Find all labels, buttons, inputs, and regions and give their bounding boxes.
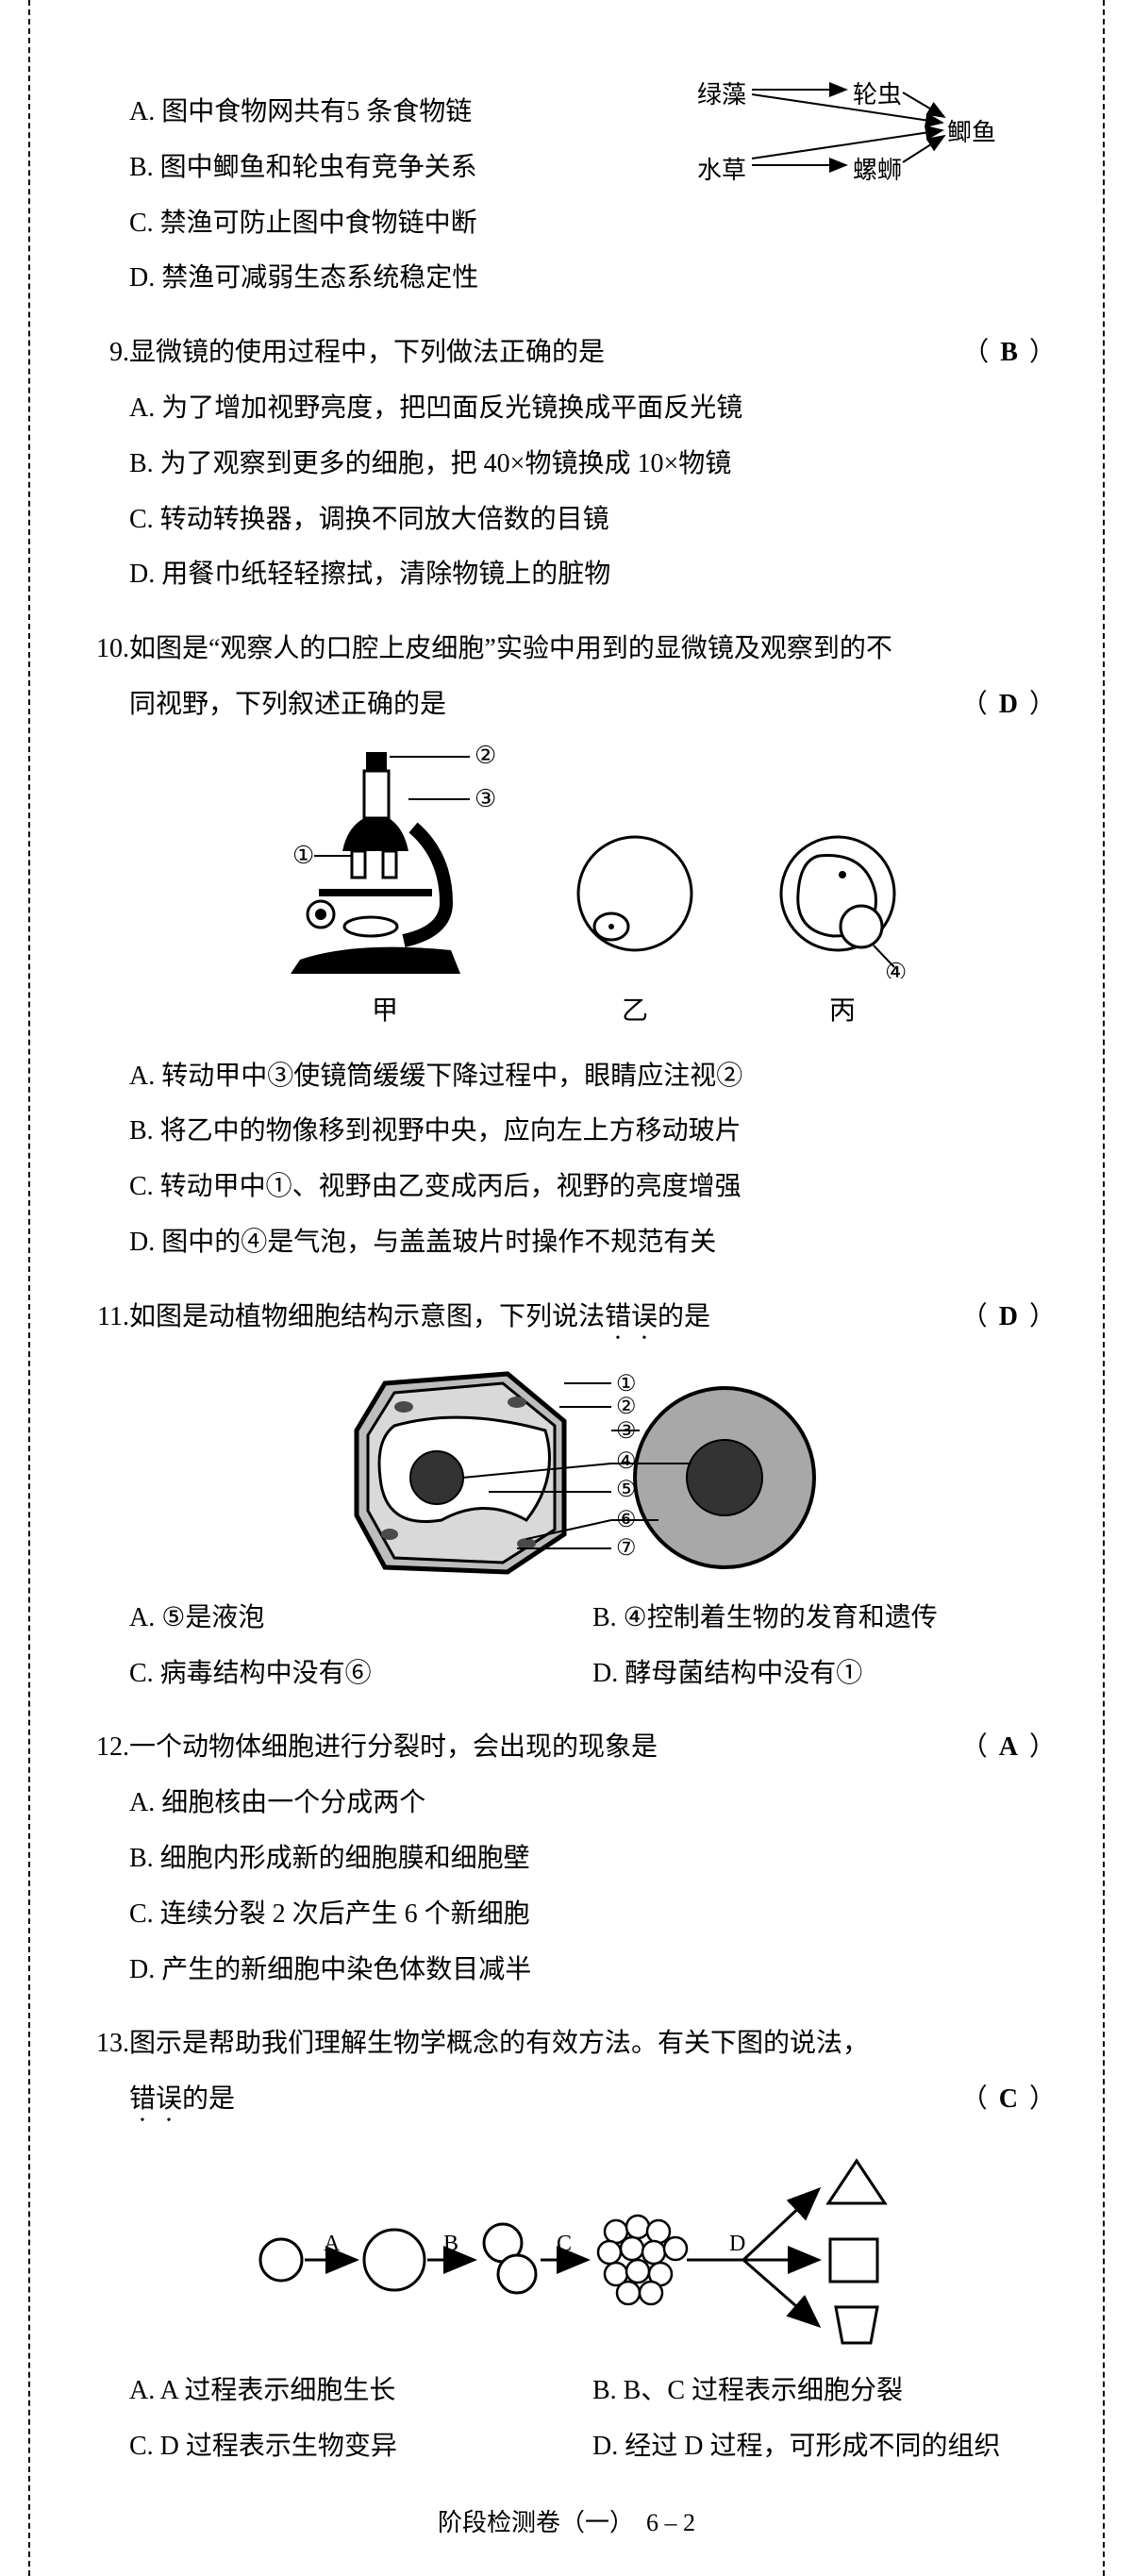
food-web-diagram: 绿藻 轮虫 鲫鱼 水草 螺蛳 xyxy=(697,75,999,198)
q13-stem2-err: 错误 xyxy=(129,2084,182,2114)
q11-stem-pre: 如图是动植物细胞结构示意图，下列说法 xyxy=(129,1302,605,1331)
svg-text:④: ④ xyxy=(616,1449,637,1474)
q13-optD: D. 经过 D 过程，可形成不同的组织 xyxy=(592,2419,1056,2475)
q10-num: 10. xyxy=(77,622,129,677)
q12-stem: 一个动物体细胞进行分裂时，会出现的现象是 xyxy=(129,1732,658,1762)
q12-optB: B. 细胞内形成新的细胞膜和细胞壁 xyxy=(129,1832,1056,1887)
q13-answer: （C） xyxy=(961,2072,1056,2128)
svg-text:③: ③ xyxy=(616,1419,637,1444)
q13: 13.图示是帮助我们理解生物学概念的有效方法。有关下图的说法， 错误的是 （C）… xyxy=(77,2016,1056,2474)
svg-text:②: ② xyxy=(475,743,496,769)
q9-num: 9. xyxy=(77,326,129,381)
svg-text:B: B xyxy=(443,2232,458,2256)
q10-stem2: 同视野，下列叙述正确的是 xyxy=(129,677,446,733)
q13-figure: A B C D xyxy=(129,2137,1056,2354)
q11-num: 11. xyxy=(77,1290,129,1346)
svg-text:C: C xyxy=(557,2232,572,2256)
field-bing: ④ xyxy=(762,818,923,979)
q8-optD: D. 禁渔可减弱生态系统稳定性 xyxy=(129,251,1056,307)
q11-figure: ① ② ③ ④ ⑤ ⑥ ⑦ xyxy=(129,1355,1056,1581)
q8-optC: C. 禁渔可防止图中食物链中断 xyxy=(129,196,1056,252)
q12-answer: （A） xyxy=(961,1720,1056,1776)
svg-text:D: D xyxy=(729,2232,745,2256)
q12-optA: A. 细胞核由一个分成两个 xyxy=(129,1776,1056,1832)
q13-stem2-post: 的是 xyxy=(182,2084,235,2114)
q10-optB: B. 将乙中的物像移到视野中央，应向左上方移动玻片 xyxy=(129,1104,1056,1160)
q10-cap3: 丙 xyxy=(762,984,923,1040)
page-footer: 阶段检测卷（一） 6 – 2 xyxy=(77,2503,1056,2538)
q12: 12.一个动物体细胞进行分裂时，会出现的现象是 （A） A. 细胞核由一个分成两… xyxy=(77,1720,1056,1998)
q9-optD: D. 用餐巾纸轻轻擦拭，清除物镜上的脏物 xyxy=(129,547,1056,603)
q13-num: 13. xyxy=(77,2016,129,2072)
q12-optD: D. 产生的新细胞中染色体数目减半 xyxy=(129,1943,1056,1999)
q9: 9.显微镜的使用过程中，下列做法正确的是 （B） A. 为了增加视野亮度，把凹面… xyxy=(77,326,1056,603)
svg-text:A: A xyxy=(324,2232,341,2256)
svg-text:⑥: ⑥ xyxy=(616,1508,637,1532)
microscope-svg: ① ② ③ xyxy=(262,743,508,979)
q13-optB: B. B、C 过程表示细胞分裂 xyxy=(592,2364,1056,2419)
q9-optB: B. 为了观察到更多的细胞，把 40×物镜换成 10×物镜 xyxy=(129,437,1056,493)
field-yi xyxy=(564,818,706,979)
svg-text:②: ② xyxy=(616,1395,637,1419)
q11-optC: C. 病毒结构中没有⑥ xyxy=(129,1647,592,1702)
q12-num: 12. xyxy=(77,1720,129,1776)
q11-stem-post: 的是 xyxy=(658,1302,710,1331)
q10: 10.如图是“观察人的口腔上皮细胞”实验中用到的显微镜及观察到的不 同视野，下列… xyxy=(77,622,1056,1271)
q11-stem-err: 错误 xyxy=(605,1302,658,1331)
q11-answer: （D） xyxy=(961,1290,1056,1346)
q10-optA: A. 转动甲中③使镜筒缓缓下降过程中，眼睛应注视② xyxy=(129,1049,1056,1105)
q10-cap2: 乙 xyxy=(564,984,706,1040)
food-web-arrows xyxy=(697,75,999,198)
svg-text:①: ① xyxy=(616,1372,637,1397)
q13-optC: C. D 过程表示生物变异 xyxy=(129,2419,592,2475)
q9-answer: （B） xyxy=(962,326,1056,381)
svg-text:③: ③ xyxy=(475,785,496,812)
q10-optD: D. 图中的④是气泡，与盖盖玻片时操作不规范有关 xyxy=(129,1215,1056,1271)
q11-optB: B. ④控制着生物的发育和遗传 xyxy=(592,1591,1056,1647)
q10-stem1: 如图是“观察人的口腔上皮细胞”实验中用到的显微镜及观察到的不 xyxy=(129,634,892,663)
svg-text:④: ④ xyxy=(885,959,907,979)
q11: 11.如图是动植物细胞结构示意图，下列说法错误的是 （D） ① xyxy=(77,1290,1056,1702)
q9-optC: C. 转动转换器，调换不同放大倍数的目镜 xyxy=(129,493,1056,548)
svg-text:⑦: ⑦ xyxy=(616,1536,637,1561)
q11-optA: A. ⑤是液泡 xyxy=(129,1591,592,1647)
svg-text:①: ① xyxy=(292,842,314,869)
q9-stem: 显微镜的使用过程中，下列做法正确的是 xyxy=(129,338,605,367)
q13-optA: A. A 过程表示细胞生长 xyxy=(129,2364,592,2419)
q12-optC: C. 连续分裂 2 次后产生 6 个新细胞 xyxy=(129,1887,1056,1943)
q10-optC: C. 转动甲中①、视野由乙变成丙后，视野的亮度增强 xyxy=(129,1160,1056,1215)
q11-optD: D. 酵母菌结构中没有① xyxy=(592,1647,1056,1702)
q13-stem1: 图示是帮助我们理解生物学概念的有效方法。有关下图的说法， xyxy=(129,2029,869,2058)
q10-figure: ① ② ③ 甲 乙 xyxy=(129,743,1056,1040)
q9-optA: A. 为了增加视野亮度，把凹面反光镜换成平面反光镜 xyxy=(129,381,1056,437)
q10-answer: （D） xyxy=(961,677,1056,733)
q10-cap1: 甲 xyxy=(262,984,508,1040)
svg-text:⑤: ⑤ xyxy=(616,1478,637,1502)
